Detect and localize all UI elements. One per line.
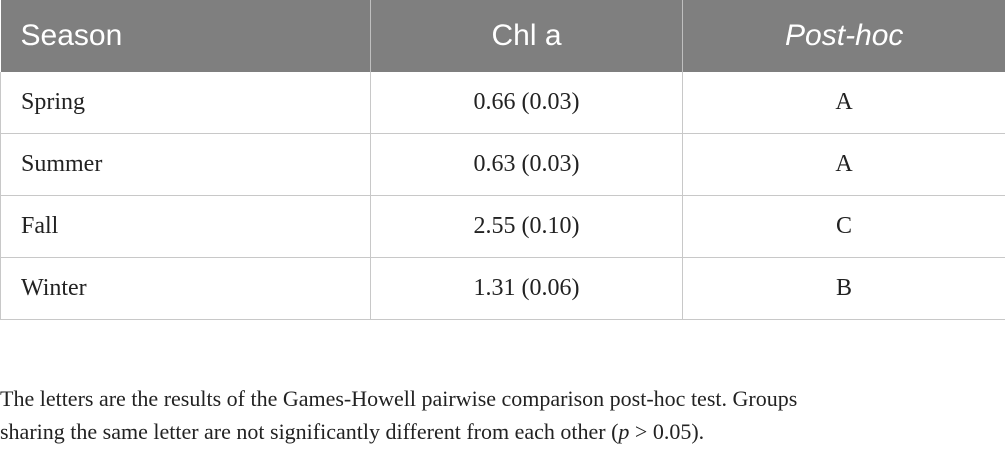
- cell-post-hoc: C: [682, 195, 1005, 258]
- cell-chl-a: 0.63 (0.03): [370, 133, 683, 196]
- cell-chl-a: 0.66 (0.03): [370, 72, 683, 134]
- cell-post-hoc: A: [682, 72, 1005, 134]
- table-header-row: Season Chl a Post-hoc: [0, 0, 1005, 72]
- footnote-line-2-text: sharing the same letter are not signific…: [0, 419, 619, 444]
- results-table: Season Chl a Post-hoc Spring 0.66 (0.03)…: [0, 0, 1005, 320]
- footnote-line-2-end: > 0.05).: [629, 419, 705, 444]
- cell-chl-a: 2.55 (0.10): [370, 195, 683, 258]
- header-season: Season: [0, 0, 371, 72]
- footnote-line-2: sharing the same letter are not signific…: [0, 415, 1005, 448]
- table-row: Winter 1.31 (0.06) B: [0, 257, 1005, 320]
- footnote-line-1: The letters are the results of the Games…: [0, 386, 798, 411]
- results-table-container: Season Chl a Post-hoc Spring 0.66 (0.03)…: [0, 0, 1005, 320]
- cell-post-hoc: B: [682, 257, 1005, 320]
- cell-season: Summer: [0, 133, 371, 196]
- table-row: Summer 0.63 (0.03) A: [0, 133, 1005, 196]
- table-footnote: The letters are the results of the Games…: [0, 382, 1005, 448]
- cell-chl-a: 1.31 (0.06): [370, 257, 683, 320]
- header-post-hoc: Post-hoc: [682, 0, 1005, 72]
- footnote-p-symbol: p: [618, 419, 630, 444]
- table-row: Fall 2.55 (0.10) C: [0, 195, 1005, 258]
- table-row: Spring 0.66 (0.03) A: [0, 72, 1005, 134]
- cell-post-hoc: A: [682, 133, 1005, 196]
- cell-season: Spring: [0, 72, 371, 134]
- header-chl-a: Chl a: [370, 0, 683, 72]
- cell-season: Winter: [0, 257, 371, 320]
- cell-season: Fall: [0, 195, 371, 258]
